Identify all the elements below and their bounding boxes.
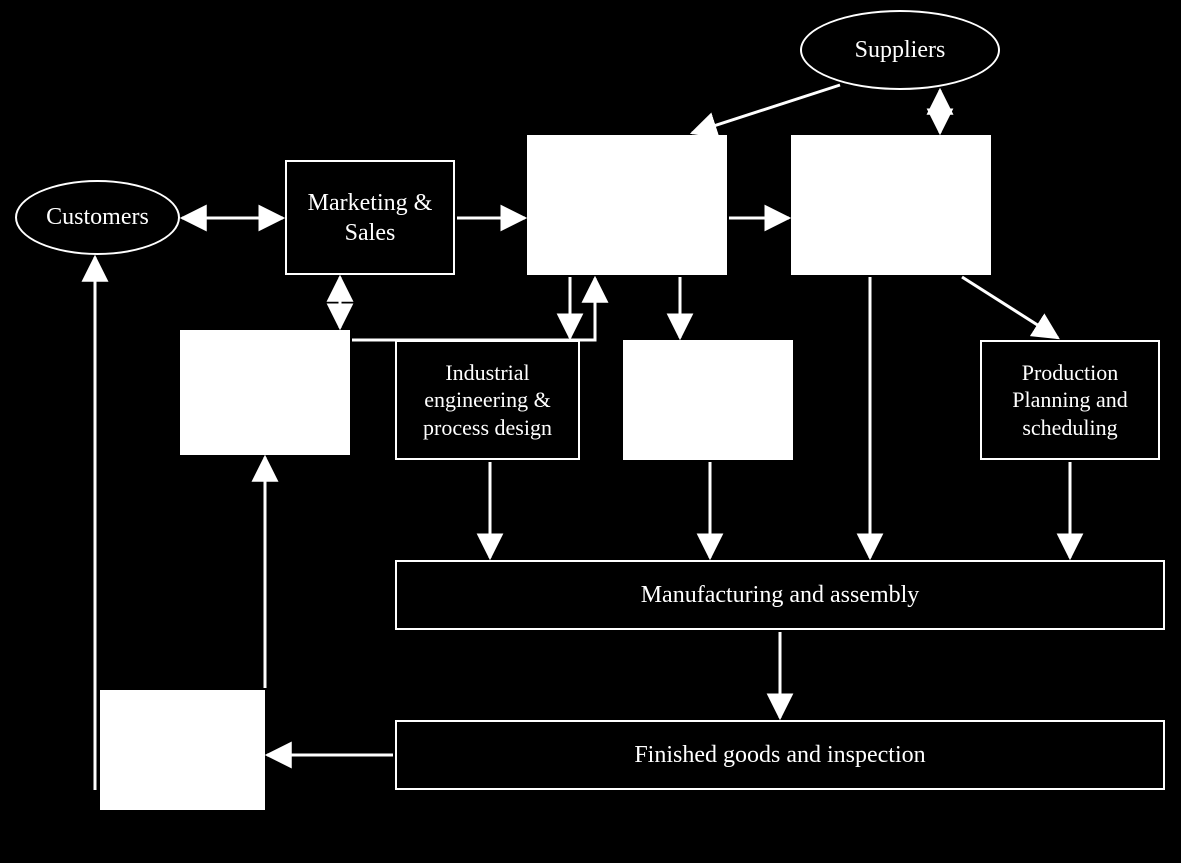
node-label: Finished goods and inspection: [634, 740, 925, 770]
node-label: Production Planning and scheduling: [992, 359, 1148, 442]
node-blank-left: [180, 330, 350, 455]
edge-blank2-production: [962, 277, 1058, 338]
edge-suppliers-blank1: [692, 85, 840, 133]
node-blank-bottom: [100, 690, 265, 810]
node-label: Industrial engineering & process design: [407, 359, 568, 442]
node-label: Suppliers: [855, 37, 946, 64]
node-marketing: Marketing & Sales: [285, 160, 455, 275]
node-label: Customers: [46, 204, 149, 231]
node-finished: Finished goods and inspection: [395, 720, 1165, 790]
node-blank-top2: [791, 135, 991, 275]
node-blank-top1: [527, 135, 727, 275]
node-label: Marketing & Sales: [297, 188, 443, 248]
flowchart-canvas: Suppliers Customers Marketing & Sales In…: [0, 0, 1181, 863]
node-blank-mid: [623, 340, 793, 460]
node-label: Manufacturing and assembly: [641, 580, 920, 610]
node-manufacturing: Manufacturing and assembly: [395, 560, 1165, 630]
node-suppliers: Suppliers: [800, 10, 1000, 90]
edge-blankleft-blank1: [352, 278, 595, 340]
node-customers: Customers: [15, 180, 180, 255]
node-production: Production Planning and scheduling: [980, 340, 1160, 460]
node-industrial: Industrial engineering & process design: [395, 340, 580, 460]
